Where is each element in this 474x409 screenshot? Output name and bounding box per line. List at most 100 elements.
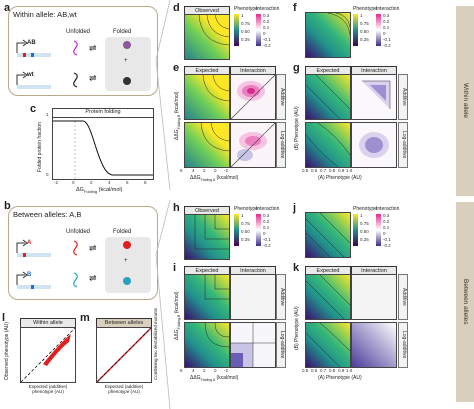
legend-tick: 0.75 — [241, 221, 250, 226]
sidebar-within-allele: Within allele — [456, 6, 474, 196]
legend-tick: -0.2 — [263, 43, 271, 48]
panel-label-i: i — [173, 262, 177, 274]
phenotype-colorbar — [234, 14, 239, 46]
legend-tick: 0.3 — [263, 13, 270, 18]
heatmap-g-expected-log — [305, 122, 351, 168]
panel-m-plot — [96, 327, 152, 383]
col-unfolded: Unfolded — [66, 29, 91, 35]
gene-diagram-a-b — [16, 239, 51, 289]
axis-f-xlabel: (A) Phenotype (AU) — [318, 175, 362, 181]
plus-sign: + — [124, 258, 128, 264]
panel-l-xlabel: Expected (additive) phenotype (AU) — [28, 384, 68, 394]
panel-c-title: Protein folding — [53, 109, 153, 118]
panel-c-xlabel: ΔGFolding (kcal/mol) — [76, 187, 123, 195]
axis-tick: 0.5 — [302, 168, 309, 173]
axis-tick: 0.7 — [320, 168, 327, 173]
panel-label-b: b — [4, 200, 11, 212]
panel-a-box: Within allele: AB,wt Unfolded Folded AB … — [8, 6, 158, 96]
heatmap-i-expected-log — [184, 322, 230, 368]
legend-tick: -0.2 — [383, 43, 391, 48]
panel-label-c: c — [30, 103, 37, 115]
heatmap-k-expected-log — [305, 322, 351, 368]
axis-tick: 0.7 — [320, 368, 327, 373]
legend-tick: 0.50 — [360, 229, 369, 234]
legend-tick: -0.1 — [383, 237, 391, 242]
heatmap-g-interaction-log — [351, 122, 397, 168]
panel-l-plot — [20, 327, 76, 383]
tag-additive: Additive — [398, 74, 408, 120]
legend-tick: 0.1 — [383, 225, 390, 230]
label-b: B — [27, 272, 32, 278]
legend-tick: 0 — [383, 31, 386, 36]
legend-tick: 0.2 — [383, 219, 390, 224]
axis-f-ylabel: (B) Phenotype (AU) — [294, 106, 300, 150]
axis-tick: -2 — [224, 168, 229, 173]
legend-tick: 0.75 — [360, 221, 369, 226]
legend-tick: 0 — [263, 231, 266, 236]
axis-tick: 0.9 — [338, 168, 345, 173]
axis-tick: 1.0 — [346, 368, 353, 373]
legend-tick: 0.2 — [263, 219, 270, 224]
heatmap-d-observed — [184, 14, 230, 60]
panel-b-title: Between alleles: A,B — [13, 210, 82, 219]
legend-tick: 1 — [360, 213, 363, 218]
panel-a-title: Within allele: AB,wt — [13, 10, 77, 19]
legend-phenotype-title: Phenotype — [353, 206, 377, 212]
legend-tick: -0.1 — [263, 237, 271, 242]
phenotype-colorbar — [353, 14, 358, 46]
interaction-colorbar — [256, 14, 261, 46]
legend-tick: 1 — [241, 213, 244, 218]
axis-tick: 0.5 — [302, 368, 309, 373]
panel-label-g: g — [293, 62, 300, 74]
legend-tick: 0.50 — [360, 29, 369, 34]
axis-tick: 0.8 — [329, 368, 336, 373]
legend-phenotype-title: Phenotype — [234, 6, 258, 12]
tag-log-additive: Log-additive — [276, 322, 286, 368]
panel-label-k: k — [293, 262, 300, 274]
heatmap-i-interaction-additive — [230, 274, 276, 320]
axis-tick: 0.8 — [329, 168, 336, 173]
gene-diagram-ab — [16, 39, 51, 89]
legend-tick: 0.1 — [383, 25, 390, 30]
legend-tick: 0.25 — [360, 37, 369, 42]
legend-tick: 0.3 — [383, 213, 390, 218]
heatmap-k-expected-additive — [305, 274, 351, 320]
legend-tick: 0.1 — [263, 225, 270, 230]
interaction-colorbar — [376, 214, 381, 246]
heatmap-g-interaction-additive — [351, 74, 397, 120]
panel-label-j: j — [293, 202, 297, 214]
equilibrium-icon: ⇌ — [89, 73, 97, 83]
heatmap-e-interaction-log — [230, 122, 276, 168]
panel-b-box: Between alleles: A,B Unfolded Folded A B… — [8, 206, 158, 300]
panel-label-e: e — [173, 62, 180, 74]
legend-interaction-title: Interaction — [256, 6, 280, 12]
axis-j-xlabel: (A) Phenotype (AU) — [318, 375, 362, 381]
panel-label-d: d — [173, 2, 180, 14]
c-xtick: 2 — [90, 180, 93, 185]
legend-tick: 0.25 — [241, 37, 250, 42]
axis-j-ylabel: (B) Phenotype (AU) — [294, 306, 300, 350]
axis-tick: 0.6 — [311, 168, 318, 173]
col-folded: Folded — [113, 229, 132, 235]
interaction-colorbar — [256, 214, 261, 246]
c-xtick: -2 — [54, 180, 59, 185]
axis-tick: 6 — [180, 168, 183, 173]
heatmap-i-interaction-log — [230, 322, 276, 368]
heatmap-e-expected-additive — [184, 74, 230, 120]
heatmap-g-expected-additive — [305, 74, 351, 120]
tag-log-additive: Log-additive — [398, 322, 408, 368]
folded-proteins — [123, 241, 131, 285]
legend-tick: 0.3 — [383, 13, 390, 18]
folding-curve — [53, 117, 153, 179]
legend-interaction-title: Interaction — [376, 206, 400, 212]
legend-tick: 0.1 — [263, 25, 270, 30]
col-unfolded: Unfolded — [66, 229, 91, 235]
axis-tick: 0.9 — [338, 368, 345, 373]
tag-additive: Additive — [276, 274, 286, 320]
phenotype-colorbar — [353, 214, 358, 246]
col-folded: Folded — [113, 29, 132, 35]
legend-tick: -0.1 — [383, 37, 391, 42]
tag-log-additive: Log-additive — [398, 122, 408, 168]
plus-sign: + — [124, 58, 128, 64]
